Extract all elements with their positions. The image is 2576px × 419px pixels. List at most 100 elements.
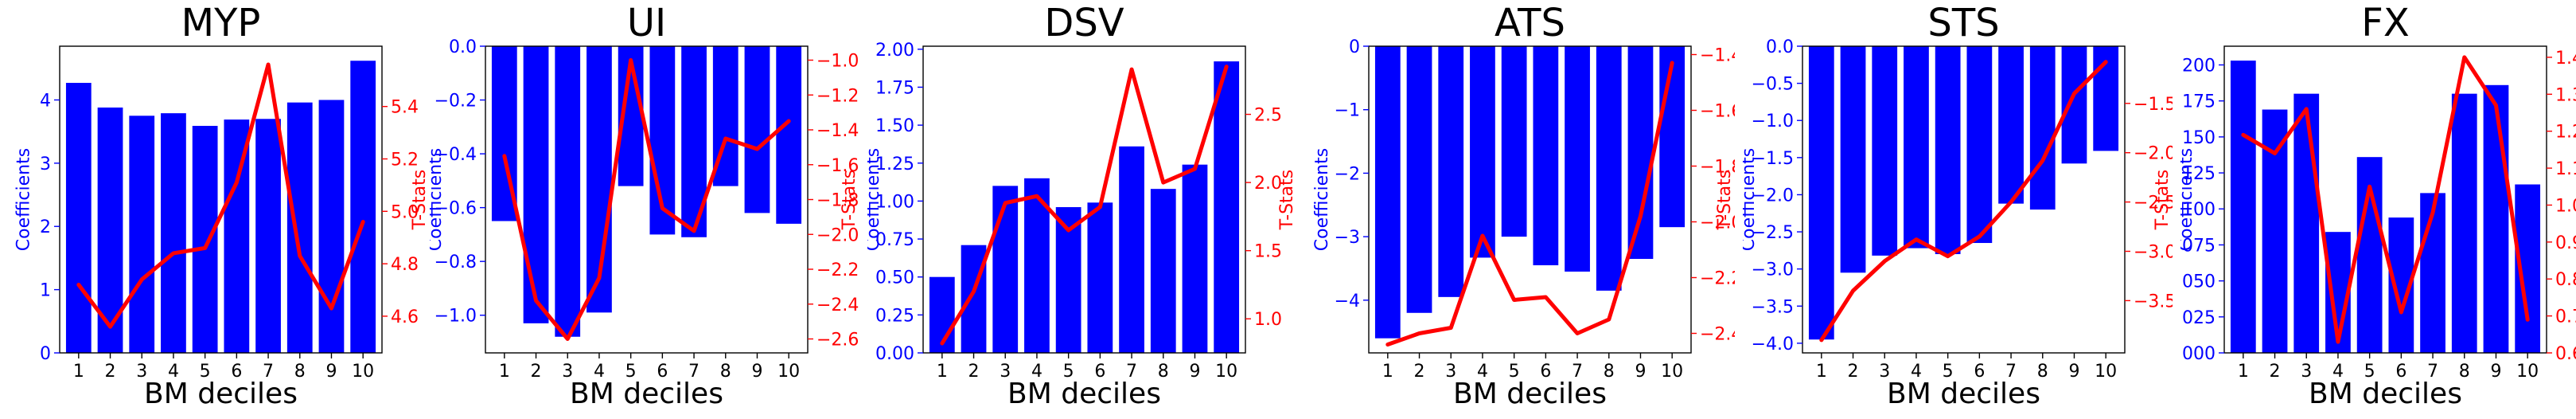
y-right-axis-label: T-Stats: [2153, 170, 2173, 231]
x-tick-label: 9: [751, 362, 762, 382]
y-right-tick-label: −1.4: [1700, 46, 1735, 66]
t-stats-line: [1819, 60, 2108, 343]
y-left-tick-label: 1.50: [875, 116, 914, 136]
y-left-axis-label: Coefficients: [1312, 148, 1332, 251]
y-left-tick-label: −2: [1335, 164, 1360, 184]
bar-9: [2061, 46, 2087, 164]
chart-panel-dsv: 1 2 3 4 5 6 7 8 9 10 0.00 0.25 0.50 0.75 1.00 1.25 1.50 1…: [863, 0, 1297, 416]
y-left-tick-label: 0.200: [2180, 56, 2216, 76]
x-tick-label: 9: [2490, 362, 2501, 382]
y-right-tick-label: 0.9: [2555, 233, 2576, 253]
axes-frame: [2223, 45, 2547, 354]
axes-frame: [1368, 45, 1692, 354]
x-axis-label: BM deciles: [144, 378, 298, 410]
x-tick-label: 3: [1000, 362, 1011, 382]
x-tick-label: 3: [136, 362, 147, 382]
x-tick-label: 3: [562, 362, 573, 382]
y-right-tick-label: 0.8: [2555, 270, 2576, 290]
bar-8: [1596, 46, 1622, 291]
y-left-tick-label: −1.0: [1752, 112, 1794, 131]
y-left-tick-label: 0: [40, 344, 51, 364]
y-left-tick-label: 0.000: [2180, 344, 2216, 364]
x-tick-label: 1: [73, 362, 84, 382]
y-right-axis-label: T-Stats: [1277, 170, 1297, 231]
x-tick-label: 5: [625, 362, 637, 382]
y-right-tick-label: −1.5: [2134, 95, 2173, 115]
y-right-tick-label: −3.0: [2134, 242, 2173, 262]
y-right-tick-label: −2.5: [2134, 194, 2173, 213]
y-left-tick-label: −0.4: [435, 145, 477, 165]
y-left-tick-label: −1.0: [435, 307, 477, 327]
y-right-tick-label: −1.6: [816, 156, 859, 176]
chart-panel-ui: 1 2 3 4 5 6 7 8 9 10 0.0 −0.2 −0.4 −0.6 −0.8 −1.0 −1.0 −1…: [426, 0, 859, 416]
chart-title: ATS: [1495, 1, 1565, 45]
y-left-tick-label: 0.50: [875, 268, 914, 288]
y-left-tick-label: 0.75: [875, 230, 914, 250]
bar-1: [2230, 61, 2256, 353]
x-tick-label: 5: [1063, 362, 1074, 382]
x-tick-label: 1: [1816, 362, 1827, 382]
x-tick-label: 9: [325, 362, 337, 382]
x-tick-label: 5: [2364, 362, 2375, 382]
y-left-tick-label: 0.00: [875, 344, 914, 364]
chart-panel-myp: 1 2 3 4 5 6 7 8 9 10 0 1 2 3 4 4.6 4.8 5.0 5.2 5.4 MYP BM dec…: [0, 0, 431, 416]
y-right-tick-label: 1.0: [1254, 310, 1282, 330]
y-left-tick-label: −2.0: [1752, 186, 1794, 206]
y-right-tick-label: −2.0: [2134, 144, 2173, 164]
x-tick-label: 8: [1158, 362, 1169, 382]
y-left-tick-label: −0.2: [435, 92, 477, 112]
bar-3: [2293, 93, 2320, 354]
chart-svg: 1 2 3 4 5 6 7 8 9 10 0.0 −0.5 −1.0 −1.5 −2.0 −2.5 −3.0 −3…: [1739, 1, 2176, 410]
y-left-tick-label: −4.0: [1752, 335, 1794, 354]
chart-svg: 1 2 3 4 5 6 7 8 9 10 0.00 0.25 0.50 0.75 1.00 1.25 1.50 1…: [863, 1, 1297, 410]
bar-10: [776, 46, 802, 224]
x-tick-label: 10: [2095, 362, 2117, 382]
bar-6: [1533, 46, 1559, 265]
y-left-tick-label: 4: [40, 91, 51, 111]
y-right-tick-label: 1.3: [2555, 85, 2576, 105]
x-tick-label: 1: [499, 362, 510, 382]
x-tick-label: 8: [1604, 362, 1615, 382]
y-left-tick-label: 0.175: [2180, 92, 2216, 112]
chart-title: MYP: [181, 1, 261, 45]
x-tick-label: 10: [1661, 362, 1683, 382]
y-left-tick-label: 0.150: [2180, 128, 2216, 148]
chart-panel-sts: 1 2 3 4 5 6 7 8 9 10 0.0 −0.5 −1.0 −1.5 −2.0 −2.5 −3.0 −3…: [1739, 0, 2176, 416]
y-right-tick-label: 1.5: [1254, 242, 1282, 262]
bar-10: [350, 61, 376, 353]
x-tick-label: 5: [1509, 362, 1520, 382]
y-right-tick-label: −1.2: [816, 86, 859, 106]
x-tick-label: 2: [105, 362, 116, 382]
y-right-tick-label: −2.4: [816, 296, 859, 315]
x-tick-label: 4: [594, 362, 605, 382]
bar-7: [1119, 146, 1144, 354]
bar-5: [1501, 46, 1527, 237]
y-left-tick-label: −1.5: [1752, 149, 1794, 169]
chart-svg: 1 2 3 4 5 6 7 8 9 10 0.0 −0.2 −0.4 −0.6 −0.8 −1.0 −1.0 −1…: [426, 1, 859, 410]
y-left-tick-label: 0: [1349, 37, 1360, 57]
y-left-tick-label: 2.00: [875, 41, 914, 61]
bar-9: [744, 46, 770, 213]
bar-8: [286, 102, 313, 353]
bar-3: [1438, 46, 1464, 297]
x-tick-label: 7: [688, 362, 700, 382]
bar-6: [1966, 46, 1993, 244]
bar-1: [65, 83, 92, 353]
y-right-tick-label: 5.2: [391, 150, 419, 170]
y-left-tick-label: −0.8: [435, 253, 477, 272]
y-right-tick-label: −2.2: [816, 260, 859, 280]
x-tick-label: 6: [231, 362, 242, 382]
y-right-tick-label: −2.2: [1700, 269, 1735, 289]
bar-10: [1214, 61, 1240, 353]
y-right-tick-label: −2.6: [816, 331, 859, 350]
t-stats-line: [2241, 55, 2530, 344]
y-right-tick-label: −3.5: [2134, 292, 2173, 311]
t-stats-line: [502, 58, 791, 341]
y-left-axis-label: Coefficients: [1743, 148, 1759, 251]
y-left-tick-label: 0.025: [2180, 308, 2216, 328]
bar-9: [318, 100, 345, 353]
bar-7: [1998, 46, 2024, 204]
bar-8: [2029, 46, 2056, 210]
